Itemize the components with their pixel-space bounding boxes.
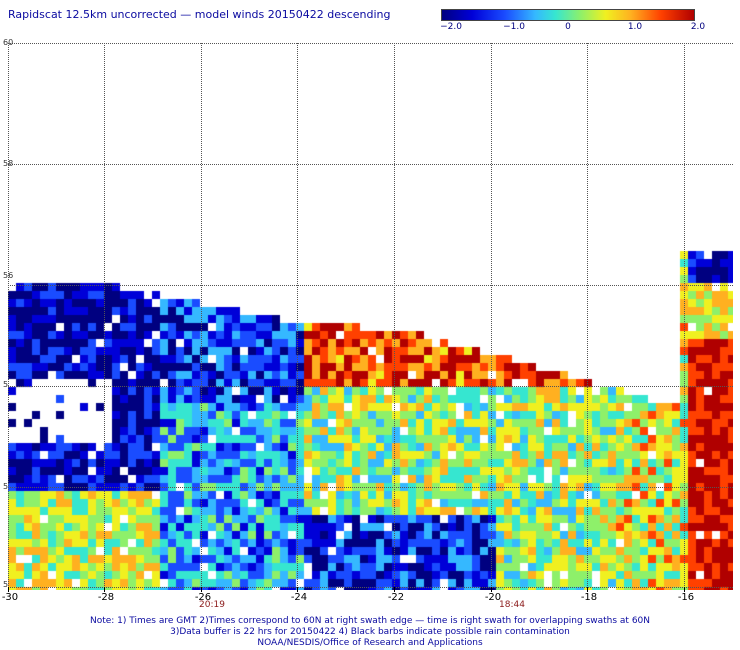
x-tick xyxy=(201,587,202,592)
footnote-line: Note: 1) Times are GMT 2)Times correspon… xyxy=(89,616,651,626)
footnote-line: NOAA/NESDIS/Office of Research and Appli… xyxy=(257,638,483,648)
grid-line xyxy=(491,43,492,590)
lat-label: 58 xyxy=(3,159,14,168)
colorbar-label: 1.0 xyxy=(627,22,643,32)
lon-label: -16 xyxy=(677,592,695,603)
grid-line xyxy=(8,43,9,590)
wind-difference-field xyxy=(8,43,733,590)
lon-label: -24 xyxy=(290,592,308,603)
grid-line xyxy=(297,43,298,590)
map-title: Rapidscat 12.5km uncorrected — model win… xyxy=(8,8,391,21)
grid-line xyxy=(587,43,588,590)
x-tick xyxy=(587,587,588,592)
grid-line xyxy=(8,386,733,387)
lat-label: 5 xyxy=(3,380,9,389)
swath-time-label: 18:44 xyxy=(499,600,525,610)
grid-line xyxy=(8,43,733,44)
x-tick xyxy=(394,587,395,592)
lon-label: -26 xyxy=(194,592,212,603)
lat-label: 5 xyxy=(3,580,9,589)
lon-label: -30 xyxy=(1,592,19,603)
map-plot xyxy=(8,43,733,590)
x-tick xyxy=(297,587,298,592)
grid-line xyxy=(8,285,733,286)
colorbar-label: 0 xyxy=(565,22,571,32)
grid-line xyxy=(8,164,733,165)
swath-time-label: 20:19 xyxy=(199,600,225,610)
grid-line xyxy=(394,43,395,590)
grid-line xyxy=(8,487,733,488)
grid-line xyxy=(104,43,105,590)
x-tick xyxy=(684,587,685,592)
grid-line xyxy=(684,43,685,590)
colorbar-label: 2.0 xyxy=(690,22,706,32)
lat-label: 60 xyxy=(3,38,14,47)
lon-label: -20 xyxy=(484,592,502,603)
grid-line xyxy=(8,587,733,588)
grid-line xyxy=(201,43,202,590)
x-tick xyxy=(8,587,9,592)
x-tick xyxy=(491,587,492,592)
lat-label: 5 xyxy=(3,482,9,491)
lon-label: -18 xyxy=(580,592,598,603)
lon-label: -22 xyxy=(387,592,405,603)
x-tick xyxy=(104,587,105,592)
colorbar-label: −2.0 xyxy=(440,22,462,32)
lon-label: -28 xyxy=(97,592,115,603)
footnote-line: 3)Data buffer is 22 hrs for 20150422 4) … xyxy=(170,627,570,637)
colorbar-label: −1.0 xyxy=(503,22,525,32)
lat-label: 56 xyxy=(3,271,14,280)
colorbar xyxy=(441,9,695,21)
